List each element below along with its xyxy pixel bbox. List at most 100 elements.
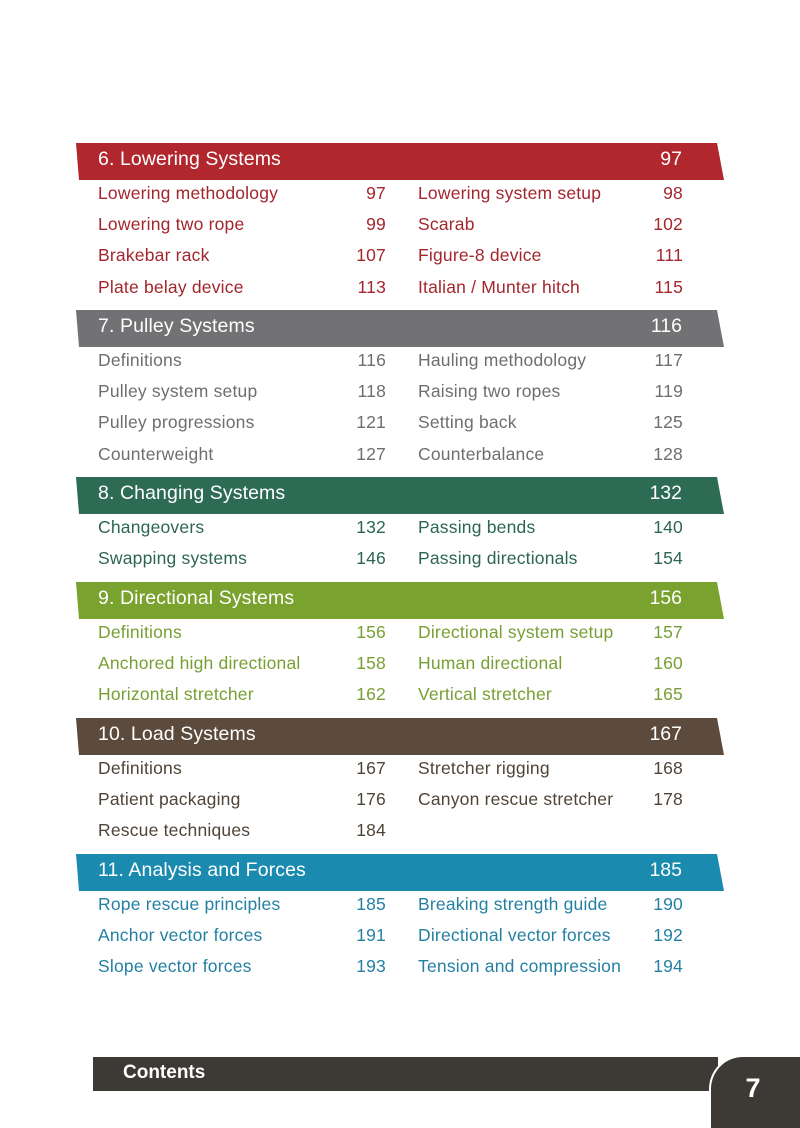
- toc-entry[interactable]: Directional system setup: [418, 622, 614, 642]
- toc-row: Definitions 156 Directional system setup…: [0, 622, 800, 653]
- toc-row: Counterweight 127 Counterbalance 128: [0, 444, 800, 475]
- toc-entry[interactable]: Slope vector forces: [98, 956, 252, 976]
- section-header-bar: [76, 854, 724, 891]
- toc-entry[interactable]: Counterbalance: [418, 444, 545, 464]
- toc-entry-page: 168: [653, 758, 683, 778]
- toc-entry[interactable]: Human directional: [418, 653, 563, 673]
- section-title[interactable]: 6. Lowering Systems: [98, 148, 281, 170]
- section-title[interactable]: 11. Analysis and Forces: [98, 859, 306, 881]
- toc-entry-page: 176: [356, 789, 386, 809]
- section-page-number: 97: [660, 148, 682, 170]
- toc-entry-page: 156: [356, 622, 386, 642]
- toc-entry[interactable]: Passing bends: [418, 517, 536, 537]
- toc-entry-page: 115: [654, 277, 683, 297]
- toc-row: Brakebar rack 107 Figure-8 device 111: [0, 245, 800, 276]
- toc-entry[interactable]: Lowering methodology: [98, 183, 279, 203]
- toc-entry-page: 184: [356, 820, 386, 840]
- toc-entry-page: 97: [366, 183, 386, 203]
- section-title[interactable]: 10. Load Systems: [98, 723, 256, 745]
- toc-entry-page: 162: [356, 684, 386, 704]
- toc-row: Slope vector forces 193 Tension and comp…: [0, 956, 800, 987]
- toc-row: Horizontal stretcher 162 Vertical stretc…: [0, 684, 800, 715]
- toc-entry[interactable]: Scarab: [418, 214, 475, 234]
- section-title[interactable]: 9. Directional Systems: [98, 587, 295, 609]
- toc-entry[interactable]: Stretcher rigging: [418, 758, 550, 778]
- toc-row: Anchor vector forces 191 Directional vec…: [0, 925, 800, 956]
- toc-row: Definitions 116 Hauling methodology 117: [0, 350, 800, 381]
- toc-row: Rescue techniques 184: [0, 820, 800, 851]
- toc-entry[interactable]: Counterweight: [98, 444, 214, 464]
- toc-entry-page: 98: [663, 183, 683, 203]
- toc-entry[interactable]: Tension and compression: [418, 956, 622, 976]
- toc-entry[interactable]: Setting back: [418, 412, 517, 432]
- section-title[interactable]: 8. Changing Systems: [98, 482, 286, 504]
- toc-entry-page: 154: [653, 548, 683, 568]
- toc-entry[interactable]: Pulley system setup: [98, 381, 258, 401]
- toc-entry[interactable]: Definitions: [98, 622, 182, 642]
- toc-entry-page: 158: [356, 653, 386, 673]
- toc-entry[interactable]: Changeovers: [98, 517, 205, 537]
- toc-entry[interactable]: Rope rescue principles: [98, 894, 281, 914]
- toc-entry-page: 127: [356, 444, 386, 464]
- toc-entry[interactable]: Directional vector forces: [418, 925, 611, 945]
- toc-row: Patient packaging 176 Canyon rescue stre…: [0, 789, 800, 820]
- toc-entry-page: 132: [356, 517, 386, 537]
- toc-row: Pulley progressions 121 Setting back 125: [0, 412, 800, 443]
- toc-entry[interactable]: Lowering two rope: [98, 214, 245, 234]
- page-number-tab: [709, 1055, 800, 1128]
- toc-row: Changeovers 132 Passing bends 140: [0, 517, 800, 548]
- toc-entry-page: 128: [653, 444, 683, 464]
- section-header-bar: [76, 310, 724, 347]
- toc-entry-page: 102: [653, 214, 683, 234]
- toc-entry[interactable]: Definitions: [98, 350, 182, 370]
- toc-entry[interactable]: Hauling methodology: [418, 350, 587, 370]
- toc-entry[interactable]: Definitions: [98, 758, 182, 778]
- toc-entry-page: 191: [356, 925, 386, 945]
- toc-entry-page: 190: [653, 894, 683, 914]
- toc-row: Rope rescue principles 185 Breaking stre…: [0, 894, 800, 925]
- toc-entry[interactable]: Patient packaging: [98, 789, 241, 809]
- toc-row: Plate belay device 113 Italian / Munter …: [0, 277, 800, 308]
- toc-entry-page: 160: [653, 653, 683, 673]
- page-number: 7: [745, 1073, 761, 1103]
- toc-entry[interactable]: Lowering system setup: [418, 183, 602, 203]
- toc-entry[interactable]: Raising two ropes: [418, 381, 561, 401]
- toc-entry[interactable]: Italian / Munter hitch: [418, 277, 580, 297]
- toc-entry-page: 99: [366, 214, 386, 234]
- toc-entry[interactable]: Canyon rescue stretcher: [418, 789, 614, 809]
- section-header-bar: [76, 582, 724, 619]
- section-title[interactable]: 7. Pulley Systems: [98, 315, 255, 337]
- toc-entry-page: 193: [356, 956, 386, 976]
- toc-row: Swapping systems 146 Passing directional…: [0, 548, 800, 579]
- toc-entry-page: 192: [653, 925, 683, 945]
- toc-row: Pulley system setup 118 Raising two rope…: [0, 381, 800, 412]
- toc-entry[interactable]: Breaking strength guide: [418, 894, 608, 914]
- toc-entry[interactable]: Pulley progressions: [98, 412, 255, 432]
- toc-entry[interactable]: Plate belay device: [98, 277, 244, 297]
- toc-entry[interactable]: Swapping systems: [98, 548, 248, 568]
- section-page-number: 116: [650, 315, 682, 337]
- toc-entry-page: 121: [356, 412, 386, 432]
- toc-entry[interactable]: Figure-8 device: [418, 245, 542, 265]
- toc-row: Lowering methodology 97 Lowering system …: [0, 183, 800, 214]
- toc-entry-page: 117: [654, 350, 683, 370]
- toc-entry[interactable]: Rescue techniques: [98, 820, 251, 840]
- toc-entry[interactable]: Passing directionals: [418, 548, 578, 568]
- footer-bar: [93, 1057, 718, 1091]
- toc-entry[interactable]: Vertical stretcher: [418, 684, 552, 704]
- toc-entry[interactable]: Horizontal stretcher: [98, 684, 254, 704]
- toc-row: Anchored high directional 158 Human dire…: [0, 653, 800, 684]
- toc-entry-page: 118: [357, 381, 386, 401]
- section-page-number: 185: [649, 859, 682, 881]
- toc-entry[interactable]: Anchored high directional: [98, 653, 301, 673]
- toc-entry[interactable]: Brakebar rack: [98, 245, 210, 265]
- toc-entry-page: 119: [654, 381, 683, 401]
- toc-entry-page: 113: [357, 277, 386, 297]
- toc-entry[interactable]: Anchor vector forces: [98, 925, 263, 945]
- section-header-bar: [76, 143, 724, 180]
- toc-entry-page: 107: [356, 245, 386, 265]
- footer-label: Contents: [123, 1062, 206, 1083]
- toc-entry-page: 194: [653, 956, 683, 976]
- toc-entry-page: 125: [653, 412, 683, 432]
- toc-row: Definitions 167 Stretcher rigging 168: [0, 758, 800, 789]
